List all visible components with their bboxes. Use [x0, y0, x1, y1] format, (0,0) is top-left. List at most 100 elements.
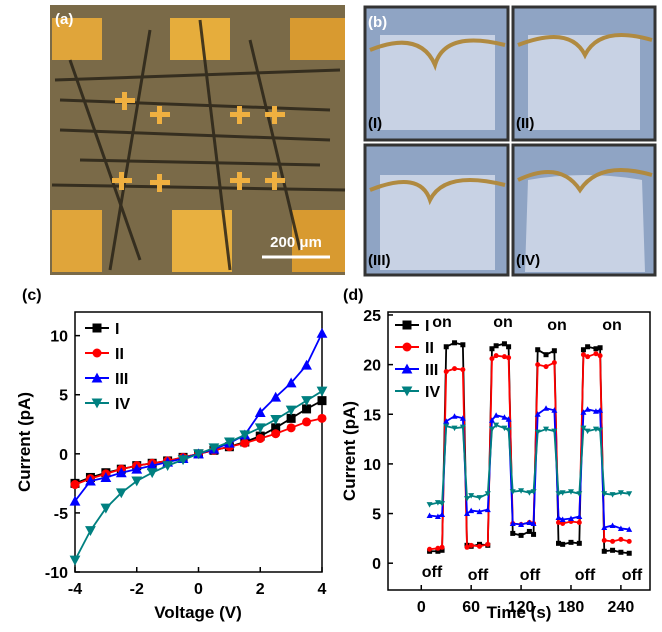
x-tick-label: -2: [130, 581, 144, 598]
marker: [318, 396, 327, 405]
legend-label: II: [115, 346, 124, 363]
scale-bar-label: 200 μm: [270, 234, 322, 251]
marker: [489, 356, 494, 361]
x-tick-label: 0: [194, 581, 203, 598]
figure: (a) 200 μm (b) (I) (II) (III) (IV) -4-20…: [0, 0, 662, 627]
y-tick-label: 25: [363, 308, 381, 325]
y-tick-label: 10: [363, 457, 381, 474]
panel-label: (a): [55, 11, 73, 28]
marker: [460, 342, 465, 347]
x-tick-label: 180: [558, 599, 585, 616]
x-axis-label: Time (s): [487, 603, 552, 622]
x-tick-label: 0: [417, 599, 426, 616]
legend-label: I: [115, 321, 119, 338]
marker: [552, 360, 557, 365]
marker: [494, 353, 499, 358]
annotation: on: [493, 314, 513, 331]
y-axis-label: Current (pA): [340, 401, 359, 501]
marker: [556, 515, 562, 521]
marker: [403, 321, 412, 330]
marker: [506, 344, 511, 349]
charts: -4-2024-10-50510(c)Voltage (V)Current (p…: [15, 287, 650, 622]
marker: [439, 512, 445, 518]
annotation: off: [575, 567, 596, 584]
marker: [469, 543, 474, 548]
sub-label: (III): [368, 252, 391, 269]
y-tick-label: 20: [363, 358, 381, 375]
marker: [464, 496, 470, 502]
marker: [485, 542, 490, 547]
annotation: on: [432, 314, 452, 331]
marker: [444, 369, 449, 374]
marker: [577, 520, 582, 525]
marker: [271, 429, 280, 438]
marker: [93, 349, 102, 358]
marker: [440, 545, 445, 550]
marker: [552, 348, 557, 353]
marker: [627, 539, 632, 544]
marker: [494, 343, 499, 348]
annotation: on: [547, 317, 567, 334]
marker: [317, 387, 328, 397]
y-tick-label: 5: [59, 388, 68, 405]
annotation: off: [622, 567, 643, 584]
marker: [531, 532, 536, 537]
series-line: [75, 333, 322, 501]
panel-label: (d): [343, 287, 363, 304]
marker: [510, 531, 515, 536]
legend-label: II: [425, 340, 434, 357]
marker: [403, 343, 412, 352]
marker: [610, 539, 615, 544]
marker: [577, 541, 582, 546]
marker: [602, 549, 607, 554]
marker: [602, 538, 607, 543]
x-tick-label: 2: [256, 581, 265, 598]
x-tick-label: -4: [68, 581, 82, 598]
marker: [585, 354, 590, 359]
legend-label: III: [425, 362, 438, 379]
marker: [610, 548, 615, 553]
marker: [598, 353, 603, 358]
marker: [71, 480, 80, 489]
x-axis-label: Voltage (V): [154, 603, 242, 622]
marker: [556, 520, 561, 525]
marker: [256, 434, 265, 443]
marker: [585, 344, 590, 349]
annotation: off: [520, 567, 541, 584]
photo-a: (a) 200 μm: [50, 5, 345, 275]
marker: [544, 364, 549, 369]
legend-label: IV: [425, 384, 440, 401]
annotation: off: [468, 567, 489, 584]
x-tick-label: 240: [608, 599, 635, 616]
marker: [460, 367, 465, 372]
marker: [147, 468, 158, 478]
panel-label: (c): [22, 287, 42, 304]
marker: [435, 546, 440, 551]
marker: [452, 366, 457, 371]
sub-label: (II): [516, 115, 534, 132]
y-tick-label: 15: [363, 407, 381, 424]
sub-label: (IV): [516, 252, 540, 269]
y-tick-label: 0: [59, 447, 68, 464]
marker: [506, 355, 511, 360]
sub-label: (I): [368, 115, 382, 132]
y-tick-label: 5: [372, 507, 381, 524]
legend-label: I: [425, 318, 429, 335]
page: (a) 200 μm (b) (I) (II) (III) (IV) -4-20…: [0, 0, 662, 632]
marker: [535, 362, 540, 367]
x-tick-label: 4: [318, 581, 327, 598]
marker: [93, 324, 102, 333]
marker: [444, 344, 449, 349]
annotation: on: [602, 317, 622, 334]
marker: [287, 423, 296, 432]
marker: [598, 345, 603, 350]
marker: [427, 547, 432, 552]
marker: [477, 544, 482, 549]
y-tick-label: -10: [45, 565, 68, 582]
legend-label: IV: [115, 396, 130, 413]
marker: [627, 551, 632, 556]
y-axis-label: Current (pA): [15, 392, 34, 492]
marker: [568, 540, 573, 545]
y-tick-label: 10: [50, 329, 68, 346]
marker: [70, 556, 81, 566]
